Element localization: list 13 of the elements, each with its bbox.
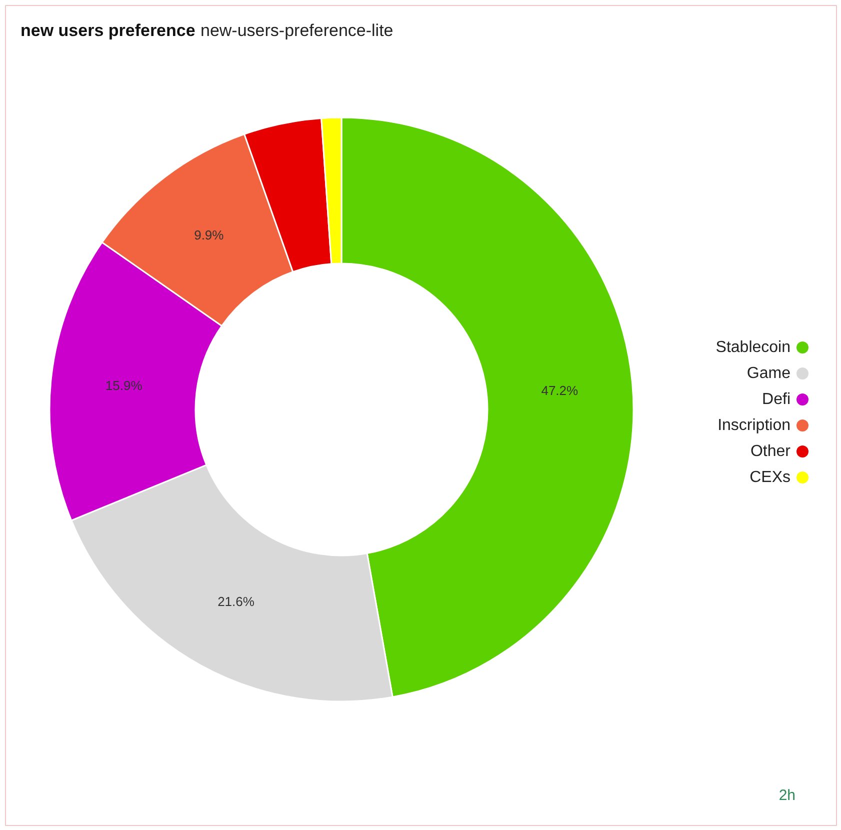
chart-subtitle: new-users-preference-lite [200,21,394,40]
legend-label: Game [746,365,791,382]
data-label: 21.6% [218,594,255,609]
legend-label: Inscription [718,417,790,434]
text: 2h [778,787,796,804]
legend-label: Stablecoin [716,339,790,356]
data-label: 47.2% [541,382,579,398]
legend-label: Defi [762,391,790,408]
legend-label: Other [750,443,792,460]
chart-title: new users preference [20,21,196,40]
data-label: 9.9% [194,228,224,243]
legend-label: CEXs [750,469,791,486]
data-label: 15.9% [105,378,143,393]
